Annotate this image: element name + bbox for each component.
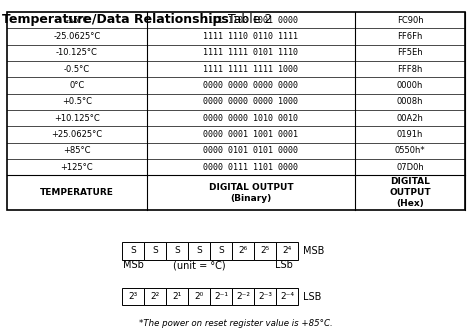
Text: TEMPERATURE: TEMPERATURE — [40, 188, 114, 197]
Text: 2⁻⁴: 2⁻⁴ — [280, 292, 294, 301]
Text: FC90h: FC90h — [397, 16, 423, 25]
Bar — [144, 288, 166, 305]
Bar — [144, 242, 166, 259]
Text: 0°C: 0°C — [69, 81, 84, 90]
Bar — [122, 288, 144, 305]
Text: 2⁴: 2⁴ — [283, 246, 292, 255]
Text: 0000 0000 0000 0000: 0000 0000 0000 0000 — [203, 81, 299, 90]
Text: +25.0625°C: +25.0625°C — [51, 130, 102, 139]
Text: DIGITAL OUTPUT
(Binary): DIGITAL OUTPUT (Binary) — [209, 182, 293, 203]
Text: MSb: MSb — [123, 260, 144, 270]
Text: 2⁻²: 2⁻² — [236, 292, 250, 301]
Text: LSb: LSb — [275, 260, 293, 270]
Bar — [276, 288, 298, 305]
Text: 07D0h: 07D0h — [396, 163, 424, 172]
Text: 0008h: 0008h — [397, 97, 423, 106]
Text: *The power on reset register value is +85°C.: *The power on reset register value is +8… — [139, 318, 333, 327]
Text: +10.125°C: +10.125°C — [54, 114, 100, 123]
Text: S: S — [152, 246, 158, 255]
Text: (unit = °C): (unit = °C) — [173, 260, 225, 270]
Bar — [232, 242, 254, 259]
Bar — [232, 288, 254, 305]
Text: 2¹: 2¹ — [173, 292, 182, 301]
Text: DIGITAL
OUTPUT
(Hex): DIGITAL OUTPUT (Hex) — [389, 177, 431, 208]
Bar — [276, 242, 298, 259]
Text: 0000h: 0000h — [397, 81, 423, 90]
Text: +0.5°C: +0.5°C — [62, 97, 92, 106]
Bar — [188, 288, 210, 305]
Bar — [254, 242, 276, 259]
Text: -55°C: -55°C — [65, 16, 89, 25]
Text: S: S — [218, 246, 224, 255]
Text: 0000 0111 1101 0000: 0000 0111 1101 0000 — [203, 163, 299, 172]
Text: S: S — [196, 246, 202, 255]
Text: S: S — [130, 246, 136, 255]
Text: 1111 1110 0110 1111: 1111 1110 0110 1111 — [203, 32, 299, 41]
Bar — [210, 242, 232, 259]
Text: FF6Fh: FF6Fh — [397, 32, 423, 41]
Bar — [210, 288, 232, 305]
Text: 2⁰: 2⁰ — [194, 292, 204, 301]
Text: 0000 0000 1010 0010: 0000 0000 1010 0010 — [203, 114, 299, 123]
Bar — [254, 288, 276, 305]
Text: FFF8h: FFF8h — [397, 65, 423, 74]
Text: 0550h*: 0550h* — [395, 146, 425, 156]
Text: -10.125°C: -10.125°C — [56, 48, 98, 57]
Bar — [166, 242, 188, 259]
Bar — [122, 242, 144, 259]
Text: 2⁻¹: 2⁻¹ — [214, 292, 228, 301]
Bar — [7, 12, 465, 210]
Text: LSB: LSB — [303, 292, 321, 302]
Text: 2⁵: 2⁵ — [260, 246, 270, 255]
Text: 1111 1100 1001 0000: 1111 1100 1001 0000 — [203, 16, 299, 25]
Text: Temperature/Data Relationships: Temperature/Data Relationships — [2, 13, 228, 26]
Text: S: S — [174, 246, 180, 255]
Text: -0.5°C: -0.5°C — [64, 65, 90, 74]
Text: +125°C: +125°C — [61, 163, 93, 172]
Text: 2⁻³: 2⁻³ — [258, 292, 272, 301]
Text: 0000 0101 0101 0000: 0000 0101 0101 0000 — [203, 146, 299, 156]
Text: Table 2: Table 2 — [224, 13, 272, 26]
Text: 2³: 2³ — [128, 292, 137, 301]
Bar — [166, 288, 188, 305]
Text: 1111 1111 1111 1000: 1111 1111 1111 1000 — [203, 65, 299, 74]
Text: +85°C: +85°C — [63, 146, 91, 156]
Text: 0000 0000 0000 1000: 0000 0000 0000 1000 — [203, 97, 299, 106]
Text: 00A2h: 00A2h — [397, 114, 423, 123]
Text: 0000 0001 1001 0001: 0000 0001 1001 0001 — [203, 130, 299, 139]
Text: 1111 1111 0101 1110: 1111 1111 0101 1110 — [203, 48, 299, 57]
Text: MSB: MSB — [303, 246, 324, 256]
Bar — [188, 242, 210, 259]
Text: 2²: 2² — [150, 292, 160, 301]
Text: FF5Eh: FF5Eh — [397, 48, 423, 57]
Text: -25.0625°C: -25.0625°C — [53, 32, 100, 41]
Text: 2⁶: 2⁶ — [238, 246, 247, 255]
Text: 0191h: 0191h — [397, 130, 423, 139]
